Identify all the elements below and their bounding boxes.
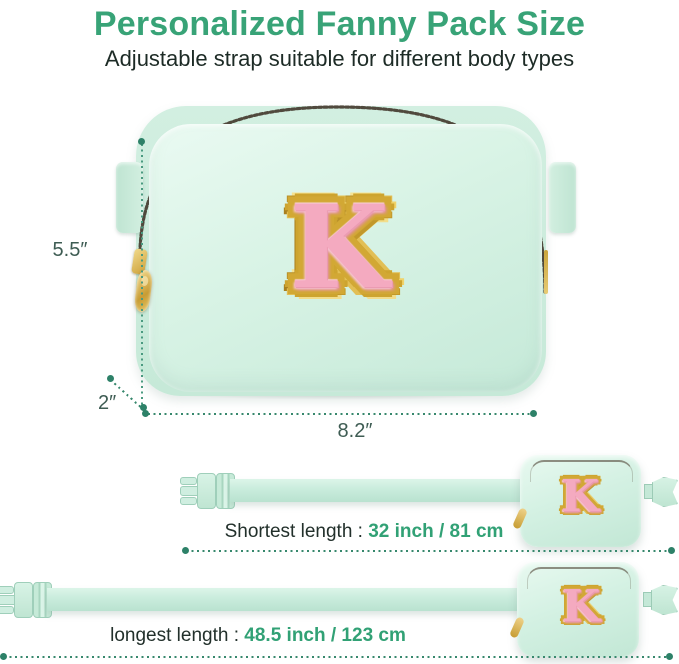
- dimension-dot: [668, 547, 675, 554]
- dimension-dot: [530, 410, 537, 417]
- belt-loop-left: [116, 162, 143, 233]
- pouch-zipper-pull: [509, 616, 525, 639]
- monogram-patch: K K: [281, 180, 397, 314]
- shortest-length-label: Shortest length :: [224, 521, 363, 542]
- buckle-clip-right: [652, 477, 678, 507]
- mini-pouch: [512, 455, 641, 547]
- width-dimension-line: [148, 413, 532, 415]
- dimension-dot: [142, 410, 149, 417]
- mini-pouch: [509, 562, 639, 657]
- dimension-dot: [140, 404, 147, 411]
- longest-length-value: 48.5 inch / 123 cm: [244, 625, 406, 646]
- height-dimension-label: 5.5″: [52, 239, 88, 261]
- monogram-glitter-border: K: [282, 180, 395, 314]
- buckle-body: [14, 582, 33, 618]
- buckle-prong: [180, 477, 197, 485]
- monogram-glitter-border: K: [559, 581, 603, 632]
- zipper-tape-end: [544, 250, 548, 294]
- monogram-letter: K: [560, 471, 600, 522]
- monogram-patch: K K: [556, 580, 606, 634]
- page-subtitle: Adjustable strap suitable for different …: [104, 46, 575, 71]
- dimension-dot: [138, 138, 145, 145]
- monogram-letter: K: [561, 581, 601, 632]
- longest-length-label: longest length :: [110, 625, 239, 646]
- page-title: Personalized Fanny Pack Size: [93, 5, 586, 43]
- longest-length-measure-line: [4, 656, 670, 658]
- monogram-patch: K K: [555, 470, 605, 524]
- monogram-glitter-border: K: [558, 471, 602, 522]
- shortest-length-caption: Shortest length : 32 inch / 81 cm: [199, 521, 529, 543]
- pouch-zipper: [526, 567, 632, 589]
- width-dimension-label: 8.2″: [337, 420, 373, 442]
- buckle-body: [197, 473, 216, 509]
- longest-length-caption: longest length : 48.5 inch / 123 cm: [93, 625, 423, 647]
- buckle-clip-right: [651, 585, 678, 615]
- dimension-dot: [666, 653, 673, 660]
- strap-band: [47, 588, 522, 611]
- strap-band: [230, 479, 524, 502]
- shortest-length-value: 32 inch / 81 cm: [368, 521, 504, 542]
- buckle-prong: [0, 586, 14, 594]
- monogram-letter: K: [289, 180, 389, 314]
- pouch-zipper: [529, 460, 634, 482]
- dimension-dot: [182, 547, 189, 554]
- belt-loop-right: [549, 162, 576, 233]
- height-dimension-line: [141, 144, 143, 412]
- depth-dimension-label: 2″: [98, 392, 117, 414]
- buckle-prong: [180, 497, 197, 505]
- dimension-dot: [0, 653, 7, 660]
- bag-front-panel: [149, 124, 542, 392]
- dimension-dot: [107, 375, 114, 382]
- shortest-length-measure-line: [186, 550, 672, 552]
- buckle-prong: [0, 606, 14, 614]
